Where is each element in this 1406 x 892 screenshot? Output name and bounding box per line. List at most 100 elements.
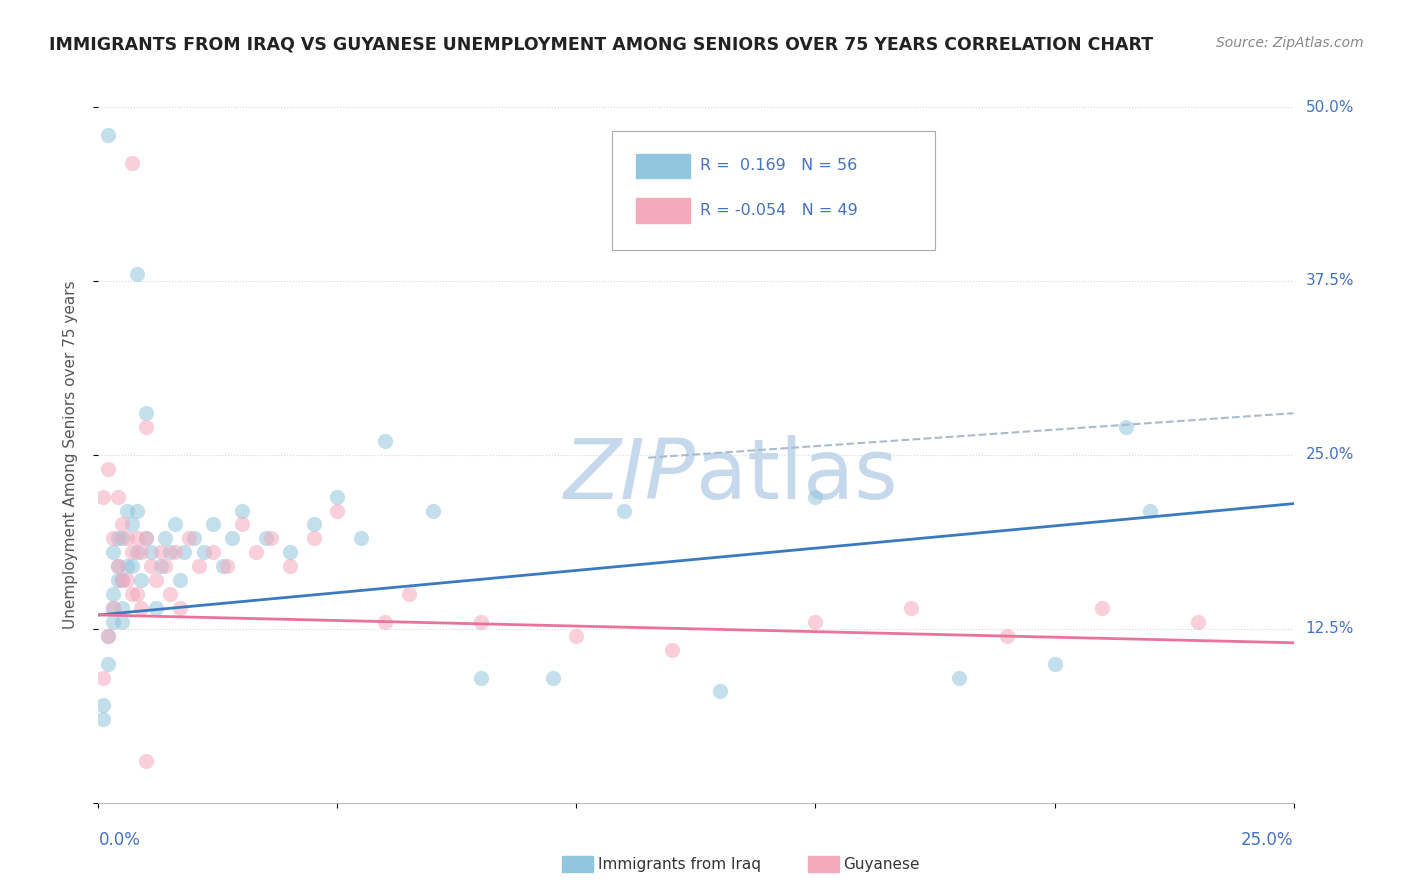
Point	[131, 601, 153, 615]
Point	[183, 532, 205, 546]
Point	[125, 503, 148, 517]
Point	[139, 559, 162, 574]
Text: Immigrants from Iraq: Immigrants from Iraq	[598, 857, 761, 871]
Point	[149, 545, 172, 559]
Y-axis label: Unemployment Among Seniors over 75 years: Unemployment Among Seniors over 75 years	[63, 281, 77, 629]
Text: 12.5%: 12.5%	[1306, 622, 1354, 636]
Point	[101, 615, 124, 629]
Point	[278, 545, 301, 559]
Point	[1187, 615, 1209, 629]
Point	[302, 517, 325, 532]
Point	[155, 559, 177, 574]
Point	[115, 559, 138, 574]
Point	[111, 532, 134, 546]
Point	[107, 559, 129, 574]
Point	[121, 587, 143, 601]
Point	[1115, 420, 1137, 434]
Point	[91, 698, 114, 713]
Point	[115, 532, 138, 546]
Point	[1139, 503, 1161, 517]
Point	[565, 629, 588, 643]
Point	[1043, 657, 1066, 671]
Point	[125, 545, 148, 559]
Text: ZIP: ZIP	[564, 435, 696, 516]
Point	[149, 559, 172, 574]
Point	[115, 503, 138, 517]
Point	[159, 545, 181, 559]
Point	[125, 267, 148, 281]
Point	[131, 573, 153, 587]
Point	[101, 587, 124, 601]
Point	[804, 490, 827, 504]
Point	[211, 559, 233, 574]
Point	[163, 517, 186, 532]
Point	[97, 462, 120, 476]
Bar	[637, 198, 690, 222]
Point	[111, 573, 134, 587]
Point	[995, 629, 1018, 643]
Point	[101, 601, 124, 615]
Point	[179, 532, 201, 546]
Point	[111, 517, 134, 532]
Point	[155, 532, 177, 546]
Point	[163, 545, 186, 559]
Point	[101, 532, 124, 546]
Text: R =  0.169   N = 56: R = 0.169 N = 56	[700, 158, 856, 173]
Point	[121, 155, 143, 169]
Point	[107, 490, 129, 504]
Point	[111, 615, 134, 629]
Point	[101, 545, 124, 559]
Point	[1091, 601, 1114, 615]
Point	[91, 490, 114, 504]
Point	[135, 532, 157, 546]
Text: IMMIGRANTS FROM IRAQ VS GUYANESE UNEMPLOYMENT AMONG SENIORS OVER 75 YEARS CORREL: IMMIGRANTS FROM IRAQ VS GUYANESE UNEMPLO…	[49, 36, 1153, 54]
Point	[135, 532, 157, 546]
Text: 50.0%: 50.0%	[1306, 100, 1354, 114]
Point	[350, 532, 373, 546]
Point	[135, 406, 157, 420]
Point	[101, 601, 124, 615]
Point	[107, 532, 129, 546]
Point	[613, 503, 636, 517]
Point	[374, 615, 396, 629]
Point	[187, 559, 209, 574]
Point	[159, 587, 181, 601]
Point	[374, 434, 396, 448]
Point	[541, 671, 564, 685]
Point	[145, 573, 167, 587]
Point	[302, 532, 325, 546]
Point	[221, 532, 243, 546]
Point	[139, 545, 162, 559]
Point	[107, 559, 129, 574]
Text: 0.0%: 0.0%	[98, 830, 141, 848]
Point	[470, 615, 492, 629]
Point	[202, 517, 225, 532]
Point	[398, 587, 420, 601]
Text: Guyanese: Guyanese	[844, 857, 920, 871]
Point	[107, 573, 129, 587]
Point	[470, 671, 492, 685]
Point	[259, 532, 281, 546]
Point	[231, 517, 253, 532]
Point	[91, 671, 114, 685]
Point	[115, 573, 138, 587]
Point	[121, 517, 143, 532]
Text: R = -0.054   N = 49: R = -0.054 N = 49	[700, 202, 858, 218]
Point	[709, 684, 731, 698]
Point	[121, 559, 143, 574]
Point	[169, 601, 191, 615]
Point	[125, 587, 148, 601]
Text: Source: ZipAtlas.com: Source: ZipAtlas.com	[1216, 36, 1364, 50]
Point	[135, 420, 157, 434]
Point	[111, 601, 134, 615]
Point	[125, 532, 148, 546]
Text: 37.5%: 37.5%	[1306, 274, 1354, 288]
Point	[135, 754, 157, 768]
Point	[217, 559, 239, 574]
Point	[91, 712, 114, 726]
Point	[97, 657, 120, 671]
Point	[169, 573, 191, 587]
Point	[948, 671, 970, 685]
Point	[131, 545, 153, 559]
Point	[900, 601, 922, 615]
